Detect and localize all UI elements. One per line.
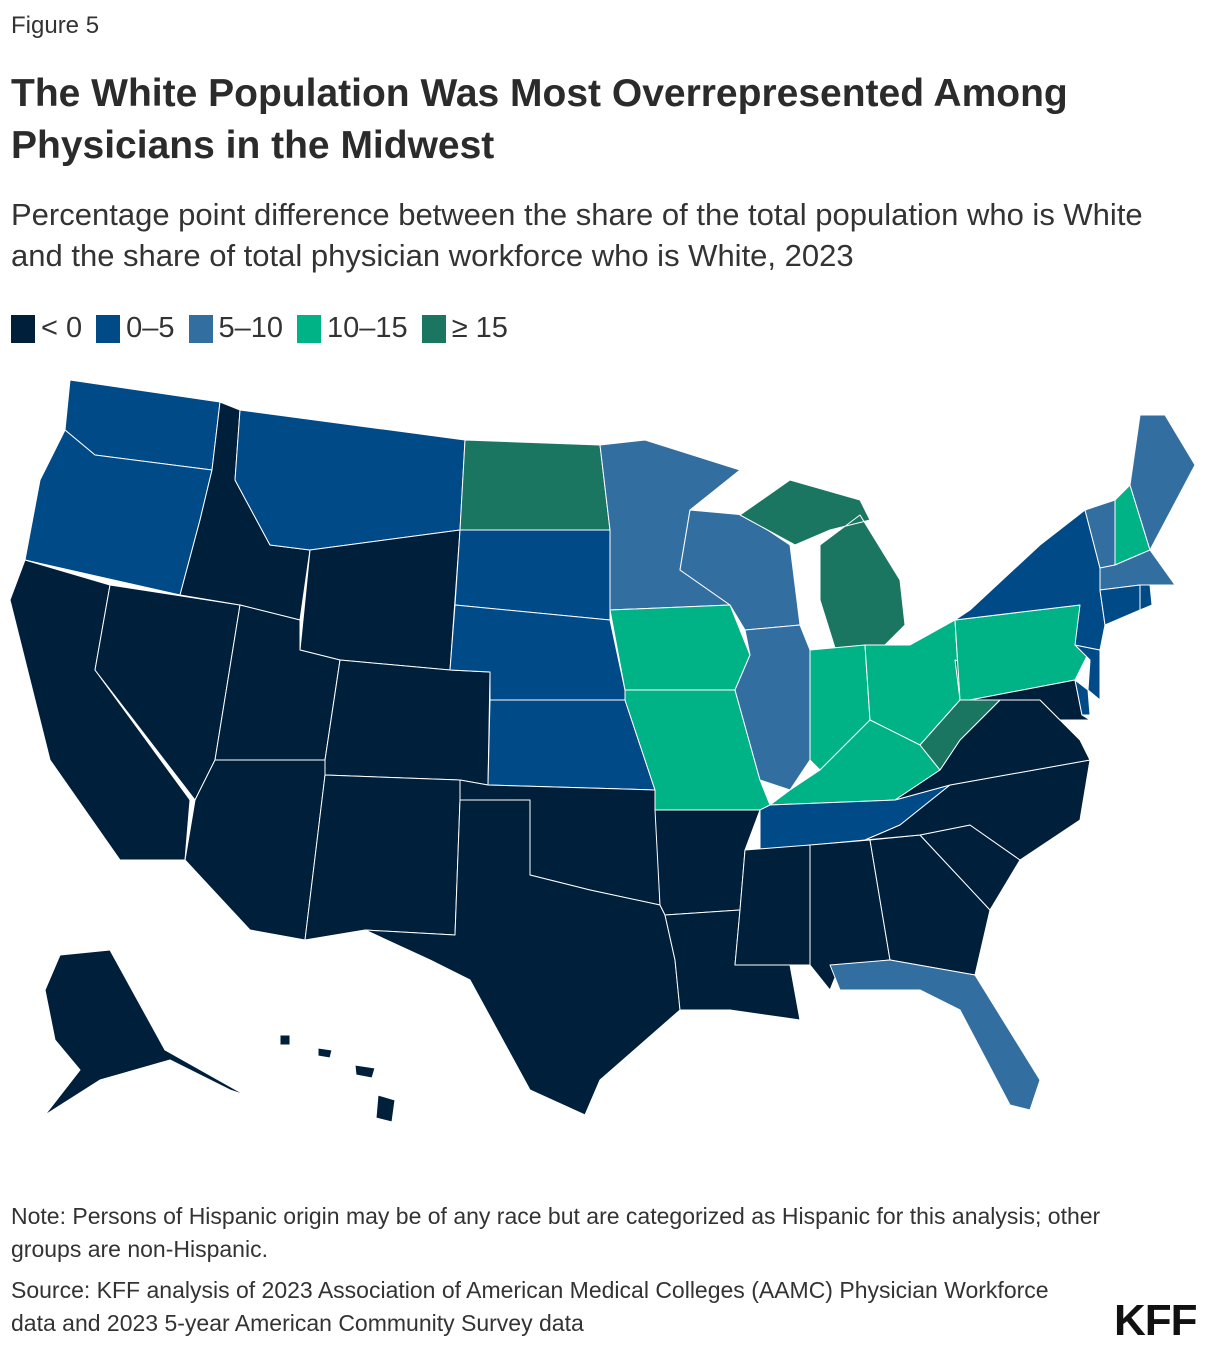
state-hi <box>279 1034 396 1123</box>
state-de <box>1074 679 1091 716</box>
legend-item: ≥ 15 <box>421 312 508 345</box>
state-nm <box>304 774 461 941</box>
state-me <box>1129 414 1196 551</box>
state-ct <box>1099 584 1141 626</box>
figure-label: Figure 5 <box>11 12 100 39</box>
state-ms <box>734 844 811 966</box>
legend-label: 10–15 <box>327 312 408 344</box>
legend-swatch <box>11 314 35 343</box>
legend-item: 10–15 <box>297 312 408 345</box>
source: Source: KFF analysis of 2023 Association… <box>11 1277 1049 1336</box>
chart-subtitle: Percentage point difference between the … <box>11 197 1143 273</box>
legend-label: ≥ 15 <box>451 312 508 344</box>
state-co <box>324 659 491 786</box>
kff-logo: KFF <box>1114 1296 1198 1345</box>
legend: < 0 0–5 5–10 10–15 ≥ 15 <box>11 312 508 345</box>
note: Note: Persons of Hispanic origin may be … <box>11 1203 1101 1262</box>
legend-swatch <box>96 314 121 343</box>
state-ia <box>609 604 751 691</box>
state-nd <box>459 439 611 531</box>
legend-label: 5–10 <box>218 312 284 344</box>
state-mi <box>739 479 906 649</box>
legend-label: 0–5 <box>126 312 175 344</box>
legend-item: 0–5 <box>96 312 175 345</box>
legend-swatch <box>421 314 446 343</box>
legend-item: < 0 <box>11 312 82 345</box>
state-mt <box>234 409 466 551</box>
state-ak <box>44 949 246 1116</box>
state-ri <box>1139 584 1153 611</box>
state-tx <box>364 799 681 1116</box>
state-fl <box>829 959 1041 1111</box>
legend-swatch <box>297 314 322 343</box>
legend-swatch <box>188 314 213 343</box>
chart-title: The White Population Was Most Overrepres… <box>11 72 1068 167</box>
state-wy <box>299 529 461 671</box>
state-sd <box>454 529 611 621</box>
legend-item: 5–10 <box>188 312 284 345</box>
legend-label: < 0 <box>41 312 83 344</box>
state-az <box>184 759 326 941</box>
